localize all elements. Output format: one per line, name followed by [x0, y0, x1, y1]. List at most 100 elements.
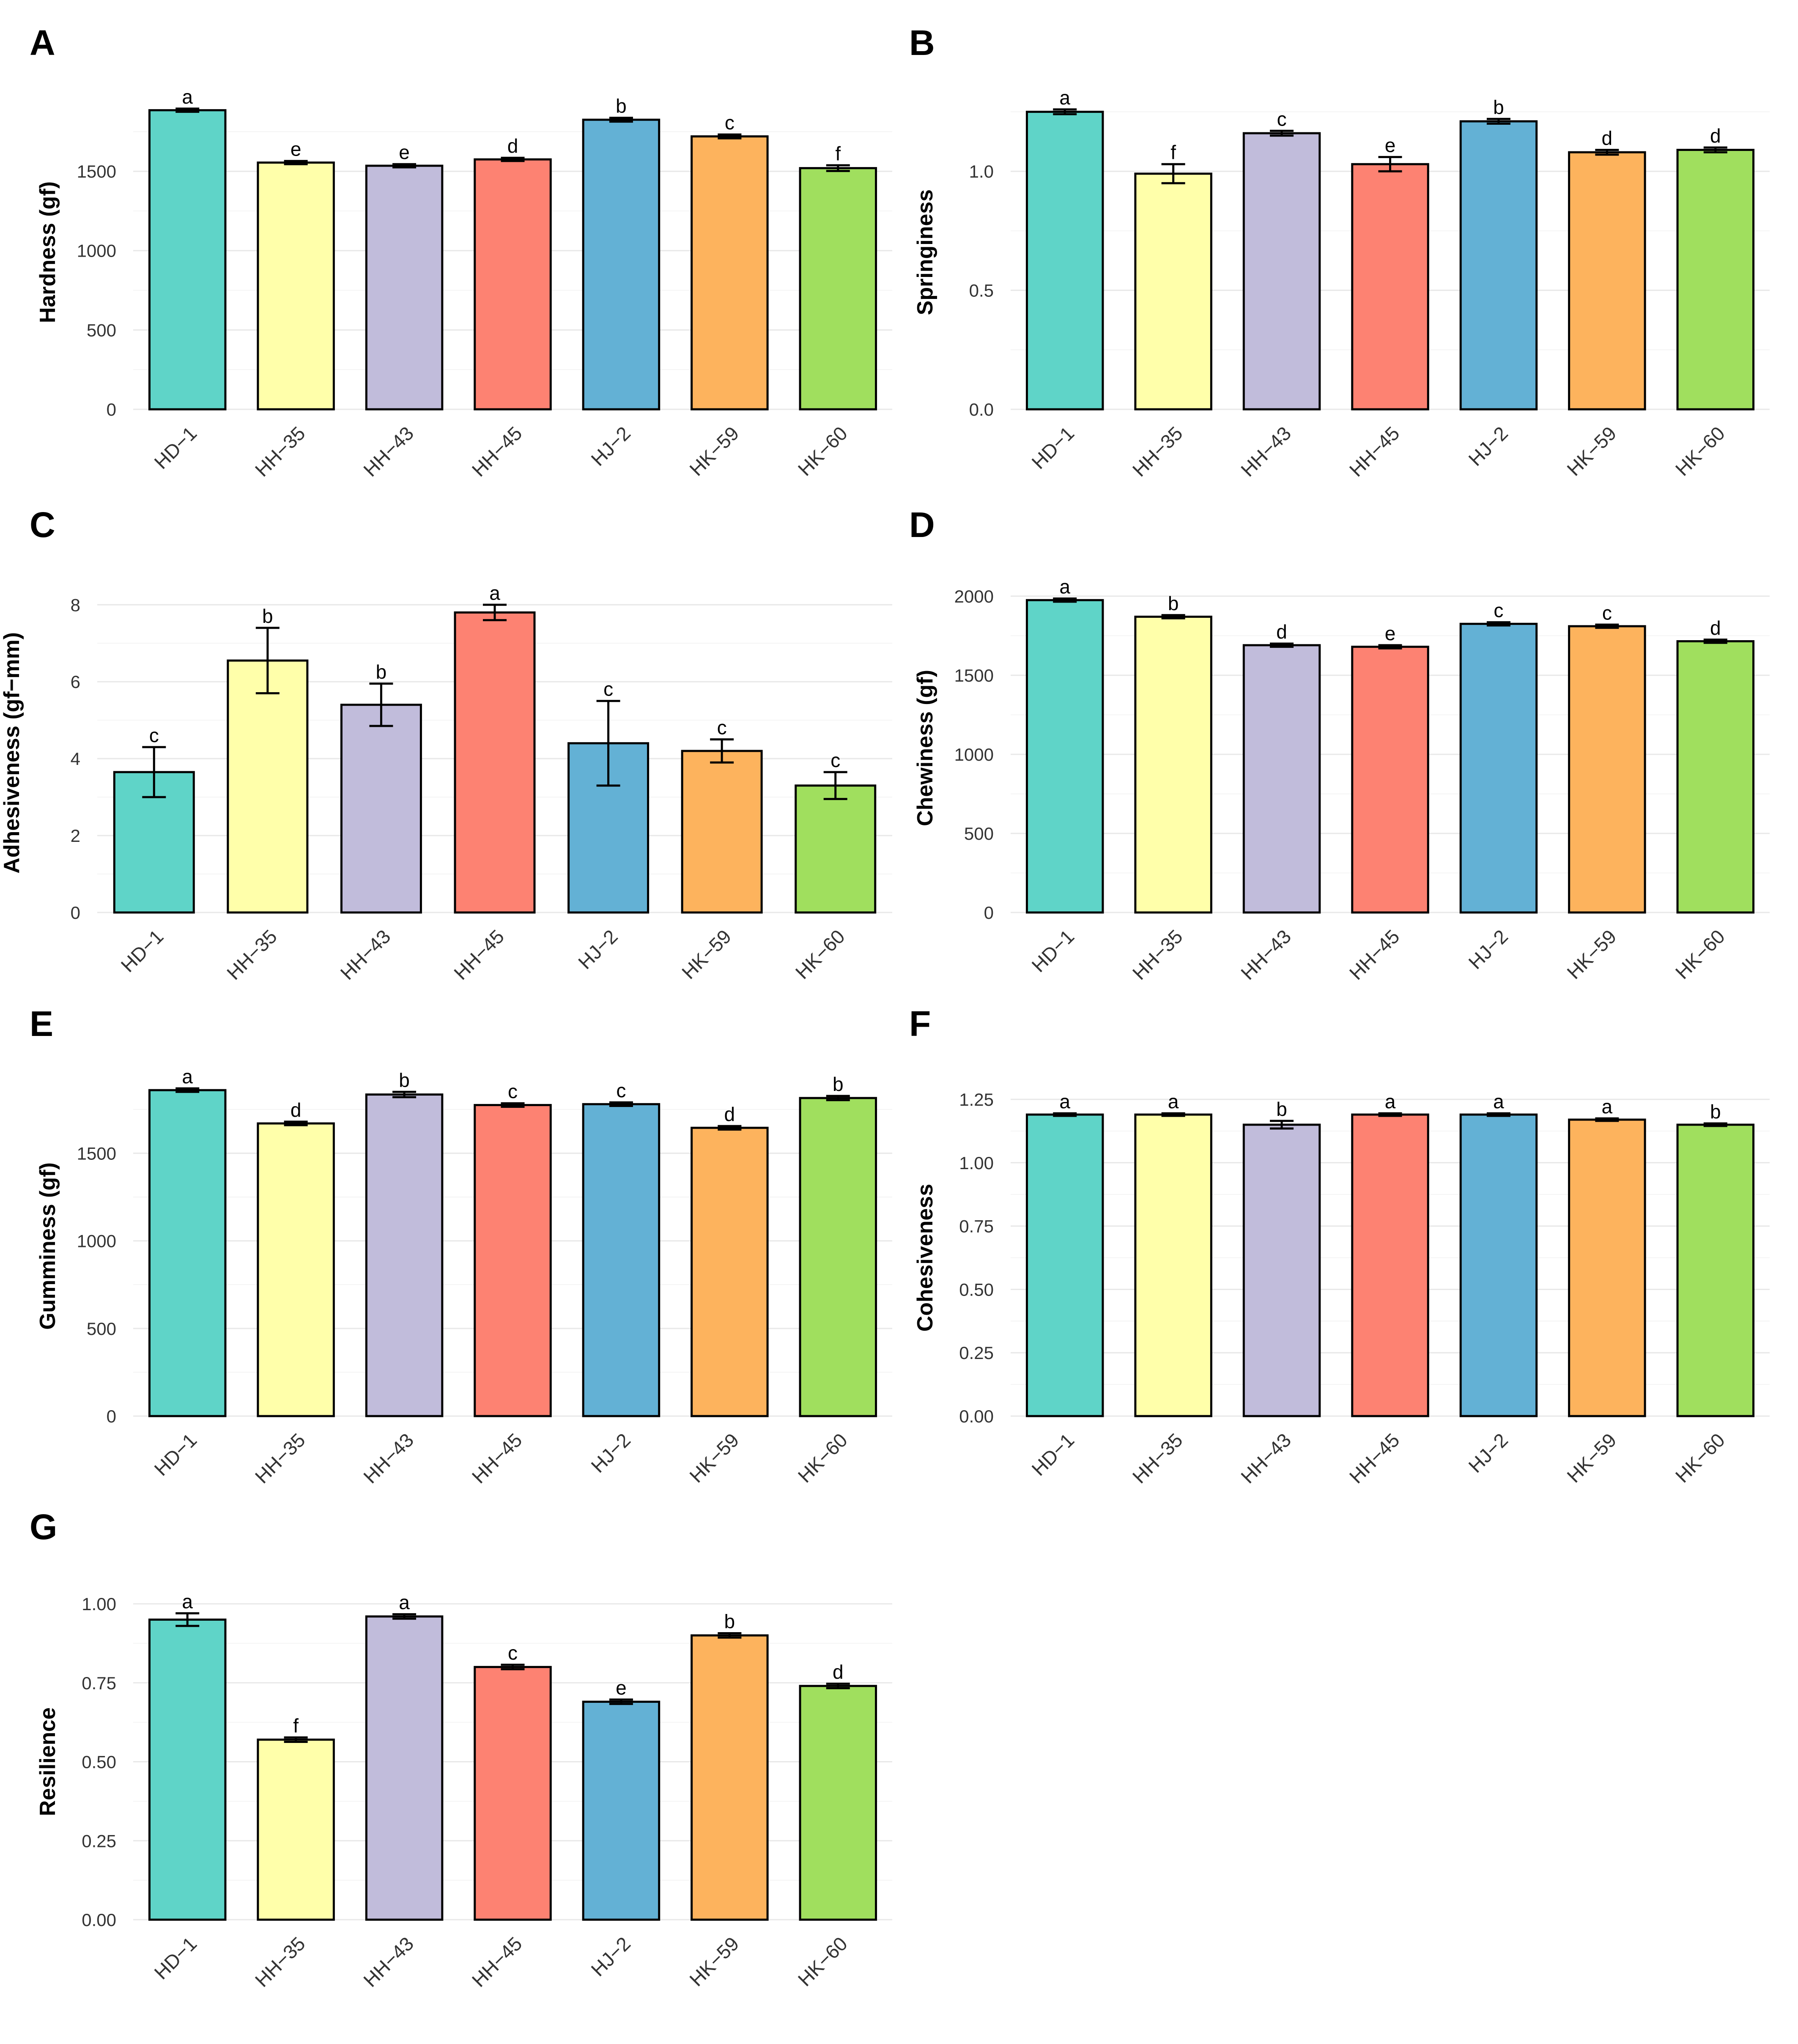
bar: [681, 750, 763, 914]
x-tick-label: HD−1: [1027, 925, 1078, 976]
x-tick-label: HK−59: [677, 925, 735, 983]
error-bar: [826, 1682, 850, 1689]
y-tick-label: 2: [71, 826, 80, 846]
x-tick-label: HJ−2: [587, 1932, 635, 1981]
bar: [1351, 163, 1429, 411]
panel-letter-d: D: [909, 505, 935, 545]
x-tick-label: HD−1: [150, 422, 201, 473]
bar: [1459, 622, 1538, 914]
bar: [148, 1618, 227, 1921]
error-bar: [609, 117, 633, 123]
significance-label: b: [262, 605, 273, 627]
error-bar: [1703, 1122, 1727, 1127]
x-tick-label: HK−59: [685, 422, 743, 480]
bar: [1351, 1113, 1429, 1417]
x-tick-label: HJ−2: [574, 925, 622, 973]
error-bar: [284, 1736, 308, 1743]
significance-label: c: [616, 1080, 626, 1101]
significance-label: d: [1710, 617, 1721, 639]
bar: [799, 167, 877, 411]
significance-label: d: [833, 1661, 844, 1683]
y-tick-label: 0.5: [969, 281, 994, 301]
significance-label: b: [1276, 1098, 1287, 1120]
bar: [257, 1122, 335, 1417]
error-bar: [501, 1102, 525, 1108]
x-tick-label: HH−43: [359, 1932, 418, 1991]
error-bar: [1486, 1112, 1510, 1117]
bar: [1025, 110, 1104, 411]
error-bar: [609, 1101, 633, 1107]
x-tick-label: HJ−2: [1464, 1429, 1512, 1477]
error-bar: [823, 771, 847, 800]
y-axis-title: Gumminess (gf): [36, 1162, 60, 1330]
significance-label: c: [149, 724, 159, 746]
significance-label: c: [725, 112, 735, 134]
significance-label: b: [833, 1073, 844, 1095]
y-tick-label: 0.25: [959, 1343, 994, 1363]
x-tick-label: HH−43: [359, 422, 418, 481]
error-bar: [483, 603, 507, 622]
error-bar: [392, 163, 417, 169]
significance-label: b: [376, 661, 387, 683]
panel-letter-c: C: [30, 505, 55, 545]
y-tick-label: 500: [964, 824, 994, 844]
bar: [1242, 644, 1321, 914]
panel-letter-b: B: [909, 23, 935, 63]
significance-label: d: [1276, 621, 1287, 643]
bar: [1676, 1123, 1755, 1417]
significance-label: a: [182, 1066, 193, 1088]
error-bar: [175, 1087, 200, 1093]
bar: [1025, 599, 1104, 914]
bar: [257, 161, 335, 411]
bar: [1242, 132, 1321, 411]
x-tick-label: HD−1: [1027, 1429, 1078, 1480]
error-bar: [1486, 118, 1510, 125]
x-tick-label: HH−45: [468, 1429, 526, 1488]
x-tick-label: HK−60: [1671, 422, 1729, 480]
x-tick-label: HH−45: [468, 1932, 526, 1991]
significance-label: d: [724, 1103, 735, 1125]
bar: [474, 158, 552, 411]
x-tick-label: HK−59: [1562, 422, 1620, 480]
significance-label: b: [1710, 1101, 1721, 1123]
x-tick-label: HH−35: [251, 422, 310, 481]
significance-label: b: [724, 1610, 735, 1632]
panel-g: G 0.00 0.25 0.50 0.75 1.00 Resilience a HD−1 f HH−…: [30, 1507, 892, 1991]
panel-letter-g: G: [30, 1507, 57, 1547]
bar: [1242, 1123, 1321, 1417]
significance-label: c: [1602, 602, 1612, 624]
x-tick-label: HH−35: [251, 1429, 310, 1488]
bar: [582, 118, 661, 411]
bar: [227, 659, 309, 914]
x-tick-label: HK−60: [794, 1429, 852, 1487]
significance-label: e: [291, 138, 301, 160]
significance-label: a: [1168, 1090, 1179, 1112]
significance-label: f: [1170, 141, 1176, 163]
significance-label: f: [293, 1715, 299, 1737]
panel-e: E 0 500 1000 1500 Gumminess (gf) a HD−1 d HH−35 b H…: [30, 1004, 892, 1488]
y-tick-label: 500: [87, 320, 116, 340]
panel-b: B 0.0 0.5 1.0 Springiness a HD−1 f HH−35 c HH−43 e H…: [909, 23, 1770, 481]
y-axis-title: Chewiness (gf): [913, 670, 937, 826]
significance-label: c: [1494, 600, 1503, 622]
bar: [1568, 1118, 1646, 1417]
x-tick-label: HH−45: [450, 925, 508, 984]
x-tick-label: HH−43: [1236, 422, 1295, 481]
significance-label: e: [1385, 134, 1396, 156]
significance-label: c: [830, 749, 840, 771]
significance-label: c: [603, 678, 613, 700]
x-tick-label: HH−43: [1236, 925, 1295, 984]
error-bar: [718, 1632, 742, 1639]
significance-label: d: [1710, 125, 1721, 147]
error-bar: [175, 107, 200, 113]
x-tick-label: HK−60: [1671, 925, 1729, 983]
error-bar: [1161, 163, 1185, 184]
significance-label: e: [399, 141, 410, 163]
panel-letter-a: A: [30, 23, 55, 63]
significance-label: a: [489, 582, 500, 604]
significance-label: b: [616, 95, 627, 117]
y-tick-label: 1.0: [969, 162, 994, 181]
significance-label: a: [399, 1592, 410, 1614]
x-tick-label: HJ−2: [1464, 422, 1512, 470]
panel-a: A 0 500 1000 1500 Hardness (gf) a HD−1 e HH−35 e HH…: [30, 23, 892, 481]
